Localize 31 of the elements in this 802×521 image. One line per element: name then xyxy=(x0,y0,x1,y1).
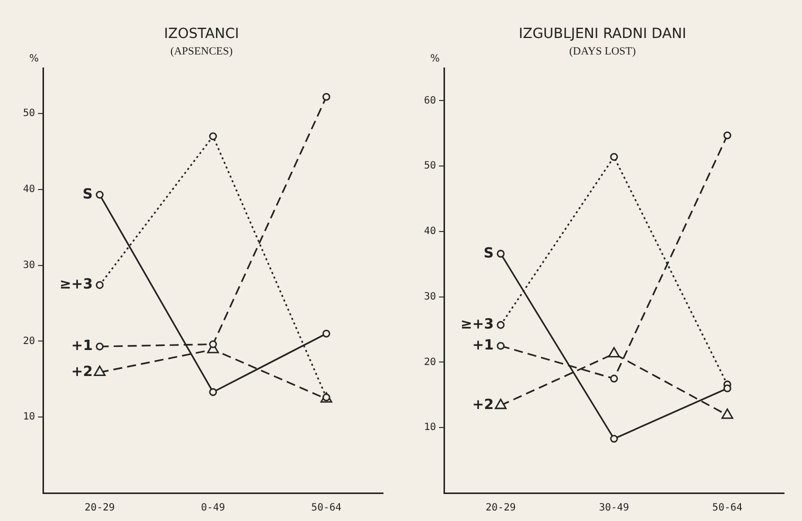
y-tick-label: 40 xyxy=(424,226,436,238)
y-tick-label: 30 xyxy=(424,291,436,302)
series-label: +1 xyxy=(71,338,93,354)
chart-subtitle: (DAYS LOST) xyxy=(569,45,636,58)
x-tick-label: 50-64 xyxy=(311,502,342,514)
y-tick-label: 10 xyxy=(424,422,436,434)
y-tick-label: 50 xyxy=(424,160,436,172)
y-tick-label: 10 xyxy=(22,412,36,423)
series-label: +2 xyxy=(71,364,93,380)
x-tick-label: 0-49 xyxy=(200,502,226,514)
y-axis-title: % xyxy=(430,54,440,65)
x-tick-label: 50-64 xyxy=(712,502,742,514)
series-label: +2 xyxy=(472,397,494,414)
series-label: S xyxy=(82,186,93,202)
x-tick-label: 20-29 xyxy=(486,502,516,514)
chart-title: IZGUBLJENI RADNI DANI xyxy=(518,26,686,42)
x-tick-label: 30-49 xyxy=(598,502,630,514)
y-tick-label: 20 xyxy=(424,356,436,368)
y-tick-label: 30 xyxy=(22,260,36,271)
y-axis-title: % xyxy=(29,54,39,65)
chart-subtitle: (APSENCES) xyxy=(170,45,234,58)
series-label: S xyxy=(484,245,494,262)
series-label: +1 xyxy=(472,338,494,354)
x-tick-label: 20-29 xyxy=(84,502,115,514)
series-label: ≥+3 xyxy=(460,316,494,333)
series-label: ≥+3 xyxy=(60,276,93,293)
chart-title: IZOSTANCI xyxy=(164,26,240,42)
y-tick-label: 20 xyxy=(22,336,36,347)
y-tick-label: 60 xyxy=(424,95,436,106)
y-tick-label: 40 xyxy=(22,184,36,196)
y-tick-label: 50 xyxy=(22,108,36,120)
